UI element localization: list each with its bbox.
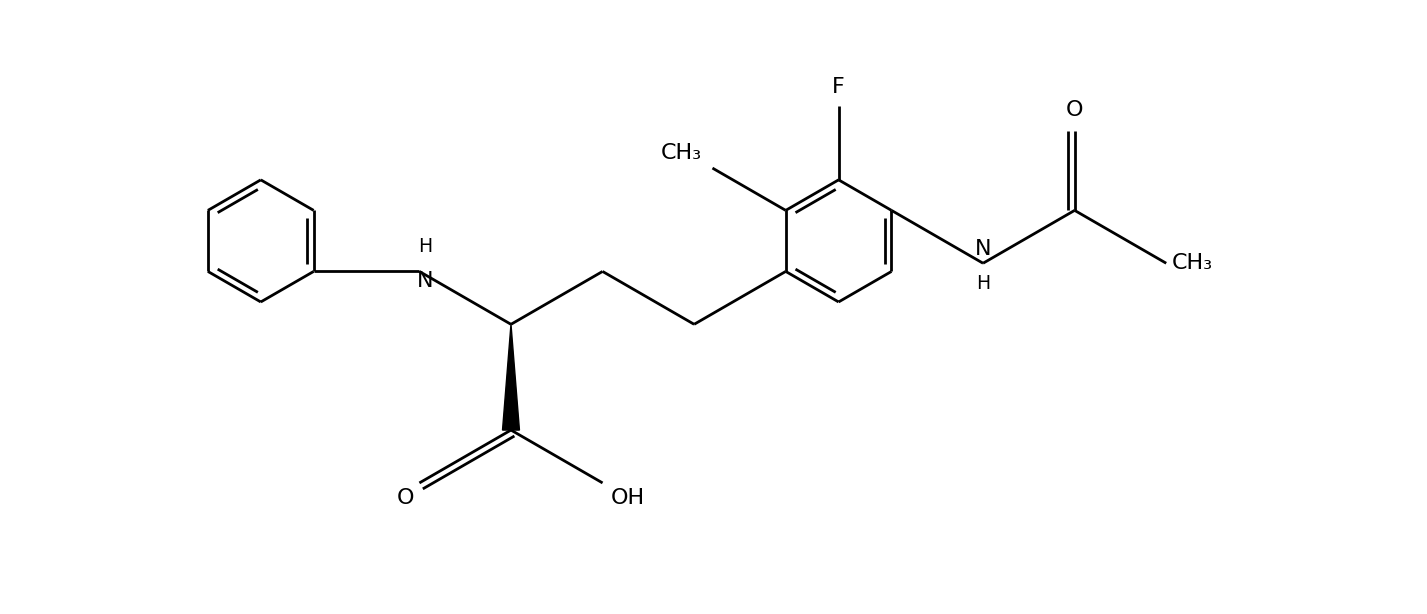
Text: OH: OH xyxy=(611,488,645,508)
Text: N: N xyxy=(417,271,432,292)
Text: O: O xyxy=(397,488,414,508)
Text: H: H xyxy=(976,274,990,293)
Text: O: O xyxy=(1066,101,1083,120)
Text: CH₃: CH₃ xyxy=(1172,253,1213,273)
Text: CH₃: CH₃ xyxy=(661,143,702,163)
Text: F: F xyxy=(832,77,845,98)
Text: H: H xyxy=(418,236,432,255)
Polygon shape xyxy=(502,324,519,430)
Text: N: N xyxy=(975,239,992,259)
